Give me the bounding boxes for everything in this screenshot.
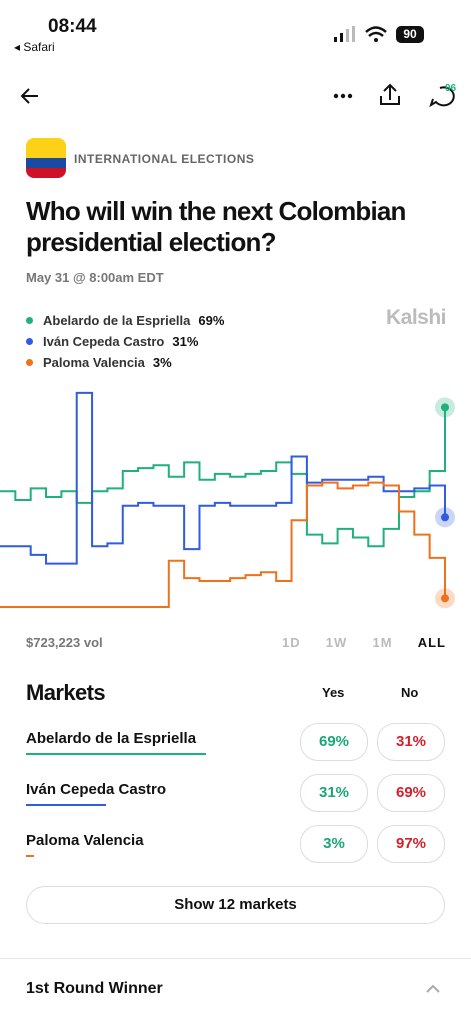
back-app[interactable]: ◂ Safari: [14, 40, 55, 54]
no-button[interactable]: 97%: [377, 825, 445, 863]
category: INTERNATIONAL ELECTIONS: [74, 152, 255, 166]
back-app-label: Safari: [23, 40, 55, 54]
nav-icons: [20, 26, 455, 108]
volume: $723,223 vol: [26, 635, 103, 650]
brand: Kalshi: [386, 306, 447, 329]
market-underline: [26, 855, 34, 857]
series-line: [0, 481, 446, 608]
legend-dot: [26, 338, 33, 345]
end-dot: [441, 513, 449, 522]
legend-name: Abelardo de la Espriella: [43, 313, 191, 328]
share-button[interactable]: [380, 83, 400, 105]
back-button[interactable]: [20, 88, 38, 104]
no-button[interactable]: 31%: [377, 723, 445, 761]
end-dot: [441, 594, 449, 603]
legend-value: 31%: [172, 334, 199, 349]
more-button[interactable]: [333, 93, 353, 99]
range-button[interactable]: 1D: [282, 635, 301, 650]
flag: [26, 138, 66, 178]
legend-name: Paloma Valencia: [43, 355, 145, 370]
date: May 31 @ 8:00am EDT: [26, 270, 164, 285]
legend-value: 3%: [152, 355, 172, 370]
no-button[interactable]: 69%: [377, 774, 445, 812]
yes-button[interactable]: 69%: [300, 723, 368, 761]
range-button[interactable]: 1M: [372, 635, 393, 650]
yes-button[interactable]: 3%: [300, 825, 368, 863]
markets-title: Markets: [26, 680, 106, 705]
market-name[interactable]: Paloma Valencia: [26, 832, 144, 849]
yes-button[interactable]: 31%: [300, 774, 368, 812]
chart: [0, 391, 455, 609]
legend-entry: Paloma Valencia 3%: [26, 352, 224, 373]
legend-dot: [26, 317, 33, 324]
show-more-button[interactable]: Show 12 markets: [26, 886, 445, 924]
legend-entry: Iván Cepeda Castro 31%: [26, 331, 224, 352]
market-underline: [26, 753, 206, 755]
comment-count: 96: [445, 83, 457, 94]
end-dot: [441, 403, 449, 412]
market-underline: [26, 804, 106, 806]
legend-entry: Abelardo de la Espriella 69%: [26, 310, 224, 331]
range-button[interactable]: 1W: [325, 635, 348, 650]
title: Who will win the next Colombian presiden…: [26, 196, 406, 257]
divider: [0, 958, 471, 959]
market-name[interactable]: Iván Cepeda Castro: [26, 781, 167, 798]
battery: 90: [396, 26, 424, 43]
comments-button[interactable]: [429, 86, 455, 108]
legend-name: Iván Cepeda Castro: [43, 334, 165, 349]
series-line: [0, 391, 446, 565]
yes-header: Yes: [322, 685, 345, 700]
range-button[interactable]: ALL: [417, 635, 446, 650]
no-header: No: [401, 685, 419, 700]
time: 08:44: [48, 16, 97, 37]
range-selector: 1D 1W 1M ALL: [282, 635, 446, 650]
legend-dot: [26, 359, 33, 366]
market-name[interactable]: Abelardo de la Espriella: [26, 730, 197, 747]
section-title: 1st Round Winner: [26, 980, 163, 997]
collapse-icon[interactable]: [424, 982, 442, 996]
legend: Abelardo de la Espriella 69% Iván Cepeda C…: [26, 310, 224, 373]
legend-value: 69%: [198, 313, 225, 328]
